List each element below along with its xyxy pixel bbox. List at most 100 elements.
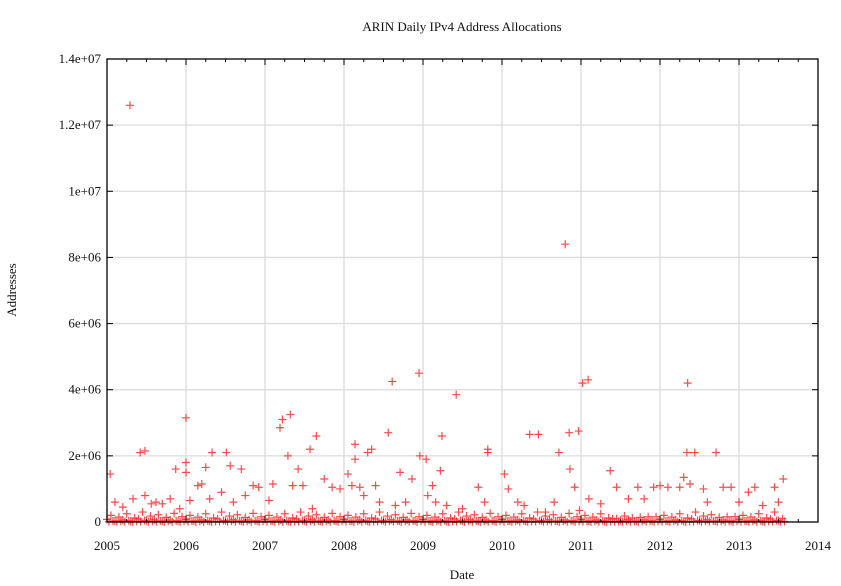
data-point <box>649 483 658 492</box>
data-point <box>254 483 263 492</box>
data-point <box>355 516 364 525</box>
data-point <box>182 413 190 422</box>
data-point <box>774 498 783 507</box>
data-point <box>383 512 392 521</box>
data-point <box>193 481 202 490</box>
data-point <box>361 516 370 525</box>
data-point <box>719 483 728 492</box>
data-point <box>565 509 574 518</box>
data-point <box>440 516 449 525</box>
data-point <box>691 508 700 517</box>
data-point <box>656 481 664 490</box>
data-point <box>598 516 607 525</box>
data-point <box>462 512 471 521</box>
x-tick-label: 2013 <box>726 538 752 553</box>
data-point <box>735 498 743 507</box>
data-point <box>428 481 437 490</box>
data-point <box>661 517 670 526</box>
data-point <box>140 446 149 455</box>
data-point <box>407 475 416 484</box>
data-point <box>294 465 303 474</box>
y-tick-label: 8e+06 <box>68 249 101 264</box>
data-point <box>561 240 570 249</box>
data-point <box>118 516 127 525</box>
data-point <box>679 473 688 482</box>
data-point <box>118 503 127 512</box>
data-point <box>675 509 684 518</box>
data-point <box>147 499 156 508</box>
data-point <box>770 483 779 492</box>
data-point <box>709 516 718 525</box>
data-point <box>501 511 510 520</box>
data-point <box>470 510 479 519</box>
y-axis-label: Addresses <box>4 263 19 316</box>
data-point <box>633 483 642 492</box>
data-point <box>520 501 529 510</box>
data-point <box>750 483 759 492</box>
data-point <box>436 466 445 475</box>
data-point <box>437 432 446 441</box>
data-point <box>136 448 145 457</box>
data-point <box>108 517 117 526</box>
data-point <box>185 496 194 505</box>
data-point <box>367 514 376 523</box>
y-tick-label: 0 <box>95 514 102 529</box>
data-point <box>171 465 180 474</box>
data-point <box>375 508 384 517</box>
data-point <box>384 428 393 437</box>
x-tick-label: 2006 <box>173 538 200 553</box>
data-point <box>703 498 712 507</box>
data-point <box>488 516 497 525</box>
data-point <box>549 510 558 519</box>
data-point <box>758 501 767 510</box>
data-point <box>359 509 368 518</box>
data-point <box>612 483 621 492</box>
data-point <box>264 511 273 520</box>
data-point <box>235 516 244 525</box>
data-point <box>756 516 765 525</box>
y-tick-label: 1.2e+07 <box>59 117 102 132</box>
data-point <box>396 468 405 477</box>
x-tick-label: 2010 <box>489 538 515 553</box>
data-point <box>138 508 147 517</box>
data-point <box>640 494 649 503</box>
data-point <box>363 448 372 457</box>
data-point <box>762 514 771 523</box>
data-point <box>434 516 443 525</box>
data-point <box>288 514 297 523</box>
data-point <box>312 510 321 519</box>
data-point <box>266 517 275 526</box>
data-point <box>584 494 593 503</box>
data-point <box>525 514 534 523</box>
data-point <box>377 516 386 525</box>
data-point <box>122 509 131 518</box>
data-point <box>330 516 339 525</box>
data-point <box>699 484 708 493</box>
data-point <box>744 488 753 497</box>
data-point <box>574 427 583 436</box>
data-point <box>359 491 368 500</box>
data-point <box>624 494 633 503</box>
data-point <box>367 445 376 454</box>
data-points <box>103 101 789 526</box>
data-point <box>482 516 491 525</box>
data-point <box>513 516 522 525</box>
data-point <box>604 514 613 523</box>
data-point <box>328 483 337 492</box>
data-point <box>454 508 463 517</box>
data-point <box>324 516 333 525</box>
data-point <box>472 516 481 525</box>
data-point <box>677 516 686 525</box>
data-point <box>646 517 655 526</box>
data-point <box>456 516 465 525</box>
data-point <box>286 410 295 419</box>
data-point <box>550 498 559 507</box>
data-point <box>500 470 509 479</box>
data-point <box>422 455 431 464</box>
data-point <box>217 508 226 517</box>
data-point <box>205 494 214 503</box>
data-point <box>442 501 451 510</box>
data-point <box>276 423 285 432</box>
data-point <box>201 509 210 518</box>
data-point <box>683 514 692 523</box>
